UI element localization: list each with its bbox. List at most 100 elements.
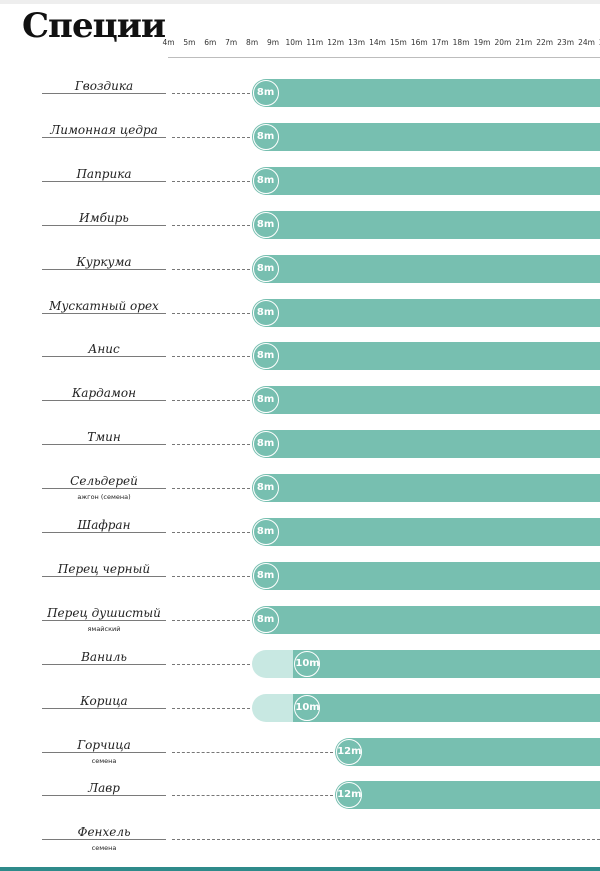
row-label: Ваниль <box>40 650 168 690</box>
x-tick-label: 21m <box>515 38 533 47</box>
row-label: Фенхель семена <box>40 825 168 865</box>
row-name: Куркума <box>76 254 132 269</box>
row-note: семена <box>91 756 117 765</box>
bar <box>251 474 600 503</box>
row-label: Мускатный орех <box>40 299 168 339</box>
row-dashes <box>172 312 250 314</box>
row-name: Лимонная цедра <box>50 122 158 137</box>
bar <box>251 166 600 195</box>
row-name: Паприка <box>76 166 132 181</box>
row-name: Шафран <box>77 518 131 532</box>
start-badge: 12m <box>336 782 363 809</box>
row-dashes <box>172 575 250 577</box>
bar <box>251 518 600 546</box>
start-badge: 8m <box>252 562 279 589</box>
bar <box>251 430 600 459</box>
row-name: Сельдерей <box>70 474 138 489</box>
x-axis-line <box>168 57 600 58</box>
start-badge: 12m <box>336 738 363 765</box>
start-badge: 8m <box>252 299 279 326</box>
bar <box>251 122 600 151</box>
row-underline <box>42 575 166 577</box>
x-tick-label: 8m <box>246 38 259 47</box>
x-tick-label: 9m <box>266 38 280 47</box>
start-badge: 8m <box>252 167 279 194</box>
row-name: Лавр <box>88 781 120 796</box>
row-dashes <box>172 619 250 621</box>
row-name: Перец черный <box>57 561 151 576</box>
row-underline <box>42 180 166 182</box>
row-dashes <box>172 532 250 533</box>
row-dashes <box>172 751 334 753</box>
bar <box>251 298 600 327</box>
row-underline <box>42 532 166 533</box>
row-label: Перец черный <box>40 562 168 602</box>
bar <box>251 79 600 107</box>
x-tick-label: 16m <box>410 38 428 47</box>
row-name: Перец душистый <box>47 605 161 620</box>
start-badge: 8m <box>252 475 279 502</box>
start-badge: 8m <box>252 606 279 633</box>
start-badge: 8m <box>252 255 279 282</box>
row-dashes <box>172 444 250 446</box>
x-tick-label: 10m <box>285 38 303 47</box>
row-underline <box>42 619 166 621</box>
row-underline <box>42 839 166 841</box>
row-underline <box>42 224 166 226</box>
row-underline <box>42 93 166 94</box>
row-label: Кардамон <box>40 386 168 426</box>
top-border <box>0 0 600 4</box>
row-underline <box>42 268 166 270</box>
bar <box>335 737 600 766</box>
row-label: Анис <box>40 342 168 382</box>
row-name: Горчица <box>77 737 131 752</box>
start-badge: 8m <box>252 343 279 370</box>
x-tick-label: 5m <box>183 38 196 47</box>
x-tick-label: 24m <box>578 38 595 47</box>
row-underline <box>42 751 166 753</box>
row-name: Фенхель <box>77 825 131 840</box>
row-dashes <box>172 663 250 665</box>
x-tick-label: 20m <box>494 38 512 47</box>
row-label: Куркума <box>40 255 168 295</box>
row-label: Имбирь <box>40 211 168 251</box>
row-name: Гвоздика <box>74 79 134 93</box>
x-tick-label: 18m <box>452 38 470 47</box>
x-tick-label: 6m <box>204 38 217 47</box>
bar <box>293 649 600 678</box>
row-name: Тмин <box>87 430 121 445</box>
start-badge: 8m <box>252 123 279 150</box>
bar <box>251 342 600 371</box>
row-dashes <box>172 356 250 358</box>
row-note: семена <box>91 844 117 853</box>
bar <box>251 254 600 283</box>
bar <box>251 386 600 415</box>
row-dashes <box>172 488 250 490</box>
row-dashes <box>172 268 250 270</box>
x-tick-label: 12m <box>327 38 345 47</box>
row-underline <box>42 136 166 138</box>
x-tick-label: 22m <box>536 38 554 47</box>
row-underline <box>42 400 166 402</box>
row-label: Паприка <box>40 167 168 207</box>
x-tick-label: 14m <box>369 38 386 47</box>
row-name: Анис <box>88 342 120 357</box>
x-tick-label: 19m <box>473 38 491 47</box>
row-name: Мускатный орех <box>49 298 159 313</box>
x-tick-label: 4m <box>162 38 175 47</box>
x-tick-label: 15m <box>389 38 407 47</box>
bar <box>293 693 600 722</box>
row-underline <box>42 707 166 709</box>
start-badge: 10m <box>294 650 321 677</box>
x-tick-label: 17m <box>431 38 449 47</box>
row-label: Перец душистый ямайский <box>40 606 168 646</box>
row-dashes <box>172 707 250 709</box>
row-underline <box>42 444 166 446</box>
chart-title: Специи <box>22 6 166 46</box>
row-label: Гвоздика <box>40 79 168 119</box>
bottom-border <box>0 867 600 871</box>
start-badge: 8m <box>252 387 279 414</box>
row-dashes <box>172 795 334 797</box>
row-dashes <box>172 400 250 402</box>
row-underline <box>42 488 166 490</box>
